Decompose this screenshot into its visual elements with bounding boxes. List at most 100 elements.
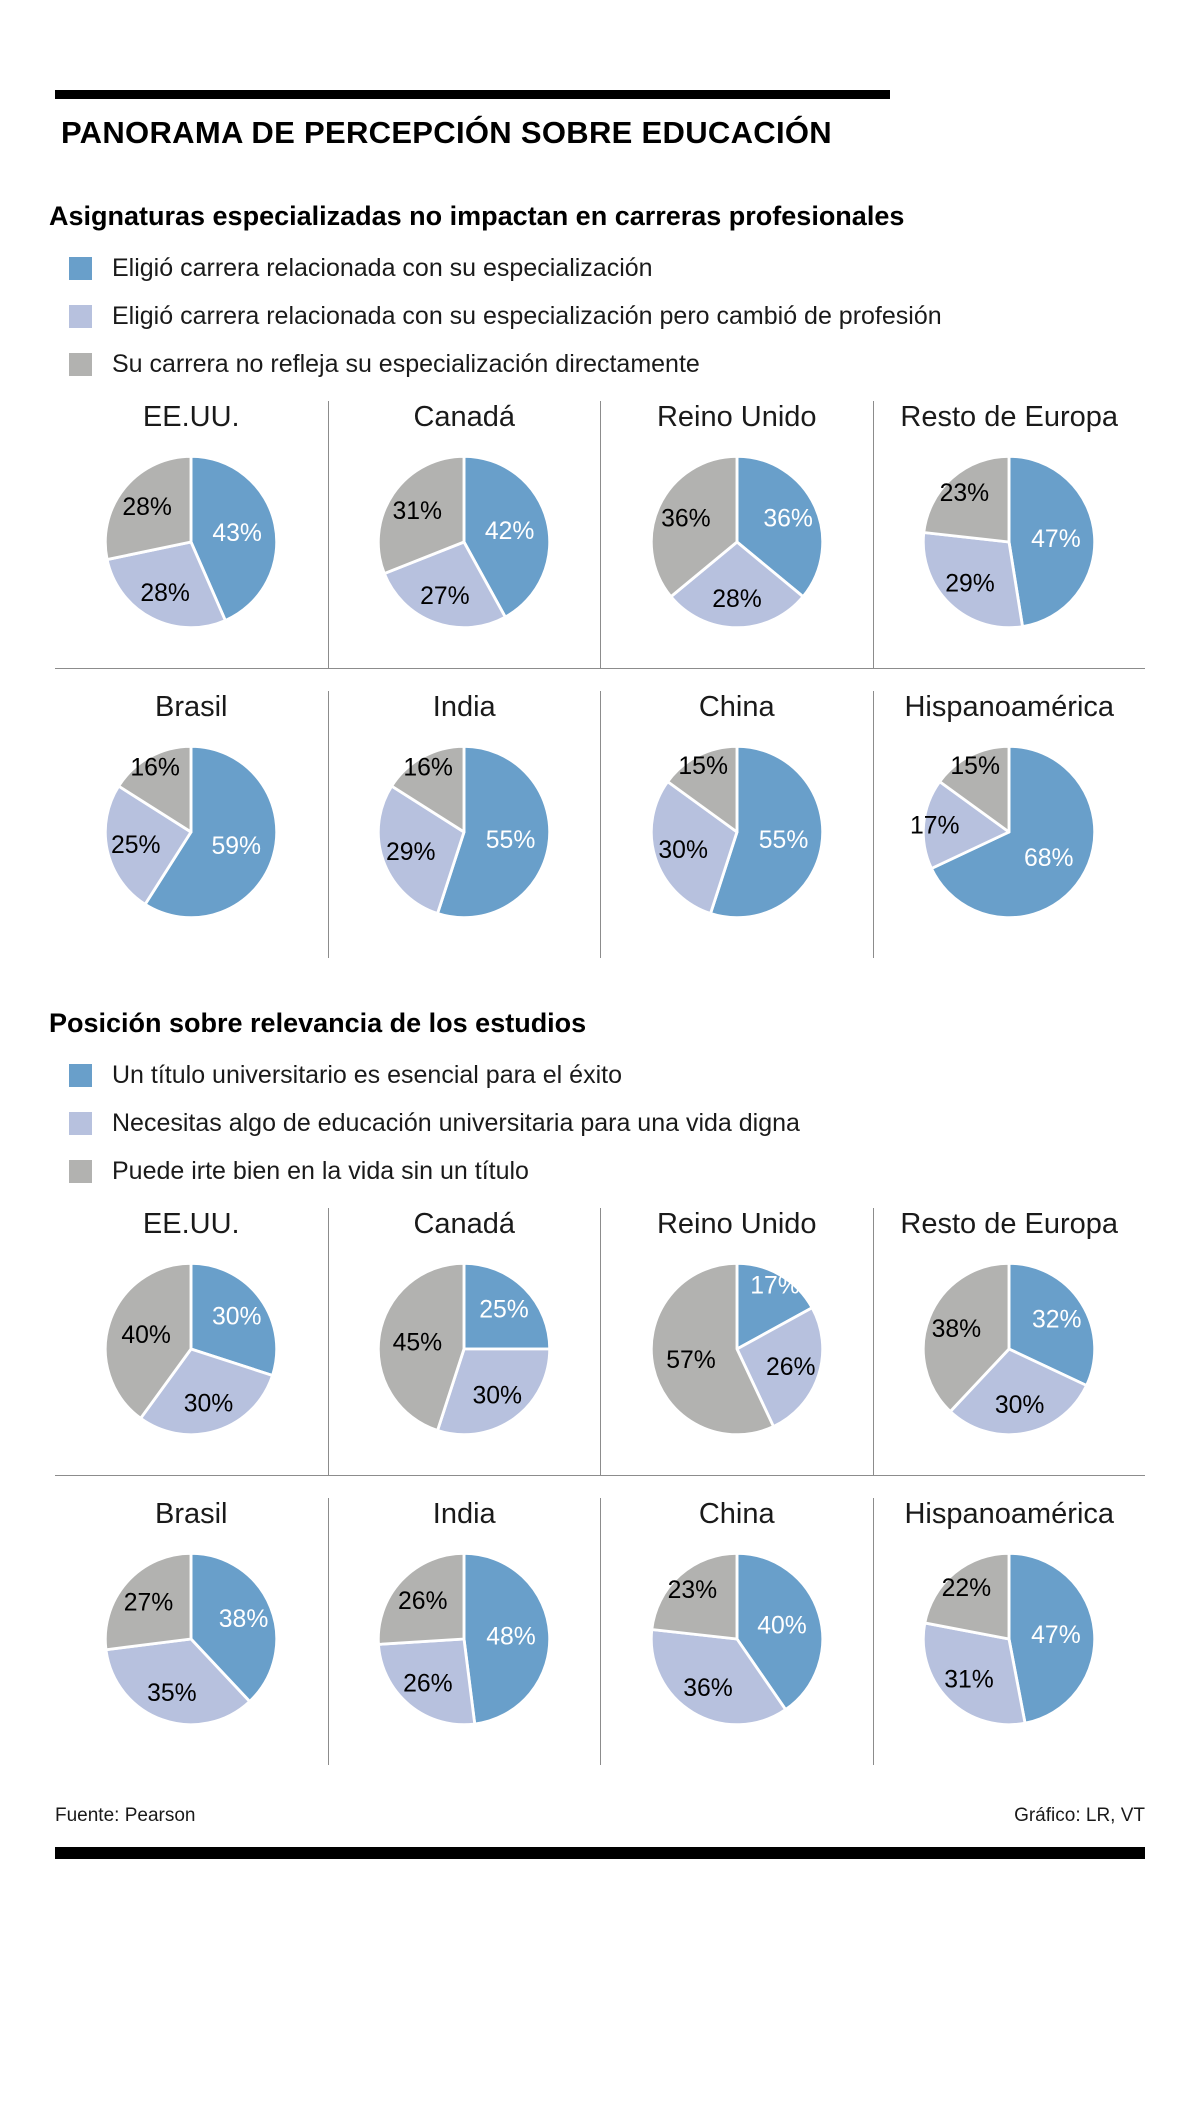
pie-value-label: 59% (212, 833, 262, 860)
pie-cell: Brasil 59% 25% 16% (55, 691, 328, 958)
footer: Fuente: Pearson Gráfico: LR, VT (55, 1805, 1145, 1827)
source-credit: Fuente: Pearson (55, 1805, 196, 1826)
pie-chart: 25% 30% 45% (377, 1261, 552, 1437)
pie-slice-gray (377, 454, 466, 575)
pie-slice-gray (117, 744, 193, 834)
pie-slice-lavender (139, 1347, 275, 1437)
pie-value-label: 38% (932, 1316, 982, 1343)
country-label: EE.UU. (142, 1208, 240, 1240)
country-label: India (432, 1498, 496, 1530)
pie-slice-blue (462, 1261, 552, 1351)
pie-slice-lavender (377, 1637, 477, 1727)
pie-value-label: 47% (1031, 1622, 1081, 1649)
pie-cell: Canadá 42% 27% 31% (327, 401, 601, 668)
pie-slice-lavender (104, 1637, 252, 1727)
pie-cell: Resto de Europa 47% 29% 23% (872, 401, 1146, 668)
country-label: China (698, 1498, 775, 1530)
pie-slice-gray (923, 1551, 1011, 1641)
pie-slice-gray (922, 1261, 1011, 1413)
pie-slice-blue (735, 1551, 824, 1712)
country-label: Canadá (413, 401, 516, 433)
legend: Eligió carrera relacionada con su especi… (69, 254, 1145, 379)
pie-value-label: 36% (661, 506, 711, 533)
legend-label: Su carrera no refleja su especialización… (112, 350, 700, 378)
row-divider (55, 668, 1145, 669)
pie-slice-blue (1007, 1551, 1097, 1725)
legend-label: Eligió carrera relacionada con su especi… (112, 302, 942, 330)
legend-item: Un título universitario es esencial para… (69, 1061, 1145, 1090)
pie-chart: 30% 30% 40% (104, 1261, 279, 1437)
pie-chart: 55% 29% 16% (377, 744, 552, 920)
pie-value-label: 36% (763, 506, 813, 533)
pie-value-label: 28% (123, 494, 173, 521)
pie-slice-gray (377, 1551, 466, 1646)
pie-chart: 47% 31% 22% (922, 1551, 1097, 1727)
legend-swatch-gray (69, 1160, 92, 1183)
pie-value-label: 28% (712, 586, 762, 613)
pie-slice-gray (665, 744, 739, 834)
section-title: Posición sobre relevancia de los estudio… (49, 1008, 587, 1038)
pie-value-label: 26% (398, 1588, 448, 1615)
pie-value-label: 16% (131, 754, 181, 781)
pie-value-label: 25% (111, 832, 161, 859)
pie-value-label: 30% (658, 837, 708, 864)
pie-row: Brasil 38% 35% 27% India 48% 26% 26% China 40% 36%… (55, 1498, 1145, 1765)
pie-slice-lavender (377, 784, 466, 915)
pie-cell: China 40% 36% 23% (600, 1498, 873, 1765)
country-label: Hispanoamérica (904, 691, 1115, 723)
pie-slice-gray (650, 1551, 739, 1641)
pie-slice-lavender (436, 1347, 552, 1437)
pie-row: Brasil 59% 25% 16% India 55% 29% 16% China 55% 30%… (55, 691, 1145, 958)
pie-slice-blue (189, 1551, 279, 1703)
pie-slice-gray (922, 454, 1011, 544)
pie-chart: 36% 28% 36% (649, 454, 824, 630)
pie-chart: 68% 17% 15% (910, 744, 1097, 920)
pie-slice-gray (390, 744, 466, 834)
pie-slice-blue (189, 1261, 279, 1377)
country-label: Canadá (413, 1208, 516, 1240)
pie-value-label: 27% (124, 1589, 174, 1616)
pie-value-label: 27% (420, 583, 470, 610)
country-label: Reino Unido (656, 1208, 817, 1240)
pie-value-label: 26% (766, 1354, 816, 1381)
legend-label: Eligió carrera relacionada con su especi… (112, 254, 653, 282)
pie-value-label: 30% (212, 1303, 262, 1330)
pie-slice-lavender (922, 531, 1025, 630)
pie-slice-blue (735, 1261, 814, 1351)
pie-value-label: 45% (393, 1329, 443, 1356)
pie-slice-lavender (104, 784, 193, 906)
legend-label: Necesitas algo de educación universitari… (112, 1109, 800, 1137)
pie-value-label: 48% (487, 1624, 537, 1651)
pie-slice-gray (938, 744, 1011, 834)
pie-slice-blue (462, 1551, 552, 1726)
pie-slice-gray (377, 1261, 466, 1432)
row-divider (55, 1475, 1145, 1476)
country-label: Resto de Europa (900, 401, 1119, 433)
legend-item: Su carrera no refleja su especialización… (69, 350, 1145, 379)
pie-cell: EE.UU. 43% 28% 28% (55, 401, 328, 668)
pie-value-label: 31% (393, 498, 443, 525)
pie-slice-lavender (649, 780, 739, 915)
pie-row: EE.UU. 43% 28% 28% Canadá 42% 27% 31% Reino Unid… (55, 401, 1145, 668)
pie-slice-lavender (105, 540, 228, 630)
pie-value-label: 55% (486, 827, 536, 854)
pie-value-label: 26% (403, 1670, 453, 1697)
legend-swatch-blue (69, 1064, 92, 1087)
pie-slice-blue (462, 454, 552, 619)
pie-slice-gray (104, 454, 193, 561)
pie-chart: 48% 26% 26% (377, 1551, 552, 1727)
pie-slice-lavender (669, 540, 805, 630)
legend-item: Puede irte bien en la vida sin un título (69, 1157, 1145, 1186)
legend: Un título universitario es esencial para… (69, 1061, 1145, 1186)
pie-cell: Hispanoamérica 68% 17% 15% (872, 691, 1146, 958)
pie-cell: India 55% 29% 16% (327, 691, 601, 958)
infographic: PANORAMA DE PERCEPCIÓN SOBRE EDUCACIÓN A… (0, 90, 1200, 2116)
pie-cell: Canadá 25% 30% 45% (327, 1208, 601, 1475)
pie-cell: China 55% 30% 15% (600, 691, 873, 958)
legend-swatch-gray (69, 353, 92, 376)
pie-value-label: 15% (951, 753, 1001, 780)
pie-cell: Resto de Europa 32% 30% 38% (872, 1208, 1146, 1475)
pie-value-label: 32% (1032, 1306, 1082, 1333)
pie-cell: Reino Unido 36% 28% 36% (600, 401, 873, 668)
pie-slice-gray (649, 1261, 775, 1437)
